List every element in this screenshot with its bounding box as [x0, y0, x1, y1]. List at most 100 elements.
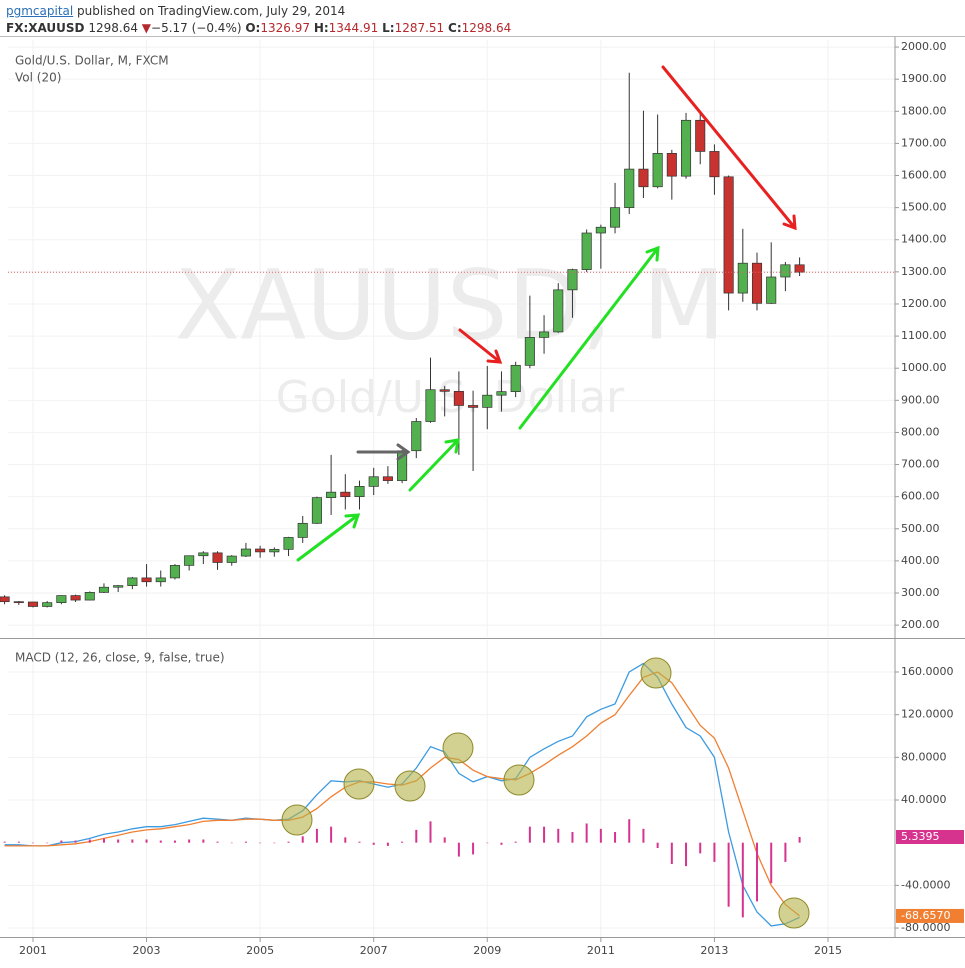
close-label: C:: [448, 21, 462, 35]
close: 1298.64: [461, 21, 512, 35]
y-tick-label: 40.0000: [901, 793, 947, 806]
candle-body: [425, 389, 436, 422]
histogram-bar: [145, 839, 148, 843]
y-tick-label: 1100.00: [901, 329, 947, 342]
candle-body: [311, 497, 322, 524]
candle-body: [198, 552, 209, 557]
high: 1344.91: [328, 21, 379, 35]
histogram-bar: [31, 842, 34, 844]
y-tick-label: 1300.00: [901, 265, 947, 278]
histogram-bar: [457, 842, 460, 857]
candle-body: [326, 491, 337, 498]
histogram-bar: [17, 841, 20, 843]
gray-arrow: [356, 443, 411, 461]
histogram-bar: [230, 842, 233, 844]
y-tick-label: 200.00: [901, 618, 940, 631]
x-tick-label: 2015: [814, 944, 842, 957]
candle-body: [737, 262, 748, 294]
candle-body: [496, 391, 507, 396]
histogram-bar: [117, 839, 120, 843]
publisher[interactable]: pgmcapital: [6, 4, 74, 18]
circles: [281, 657, 810, 929]
candle-body: [780, 264, 791, 278]
histogram-bar: [557, 828, 560, 843]
histogram-bar: [315, 828, 318, 843]
histogram-bar: [727, 842, 730, 907]
histogram-bar: [244, 841, 247, 843]
last-value-tag: [896, 908, 964, 923]
y-tick-label: 500.00: [901, 522, 940, 535]
histogram-bar: [770, 842, 773, 884]
histogram-bar: [358, 841, 361, 843]
candle-body: [340, 491, 351, 498]
published: published on TradingView.com, July 29, 2…: [77, 4, 346, 18]
x-tick-label: 2003: [133, 944, 161, 957]
candle-body: [297, 522, 308, 538]
red-arrows: [458, 65, 797, 364]
last: 1298.64: [88, 21, 138, 35]
arrow: ▼: [141, 21, 152, 35]
histogram-bar: [173, 840, 176, 843]
y-tick-label: -40.0000: [901, 878, 950, 891]
candle-body: [766, 276, 777, 304]
candle-body: [382, 476, 393, 481]
candle-body: [553, 289, 564, 333]
histogram-bar: [60, 840, 63, 843]
histogram-bar: [798, 836, 801, 843]
candle-body: [169, 565, 180, 579]
candle-body: [98, 586, 110, 593]
candle-body: [610, 207, 621, 228]
candle-body: [595, 226, 606, 234]
histogram-bar: [344, 837, 347, 843]
candle-body: [453, 390, 464, 406]
y-tick-label: 1600.00: [901, 169, 947, 182]
histogram-bar: [102, 838, 105, 843]
histogram-bar: [741, 842, 744, 918]
x-tick-label: 2011: [587, 944, 615, 957]
candle-body: [0, 596, 10, 603]
candle-body: [794, 264, 805, 273]
histogram-bar: [699, 842, 702, 854]
candle-body: [84, 592, 95, 601]
candle-body: [439, 389, 450, 392]
last-value-tag: [896, 829, 964, 844]
low-label: L:: [382, 21, 395, 35]
annotations: [281, 65, 810, 929]
candle-body: [141, 577, 152, 583]
histogram-bar: [628, 819, 631, 843]
histogram-bar: [216, 841, 219, 843]
candle-body: [13, 601, 24, 604]
histogram-bar: [3, 841, 6, 843]
low: 1287.51: [394, 21, 445, 35]
histogram-bar: [472, 842, 475, 855]
high-label: H:: [313, 21, 329, 35]
candle-body: [624, 168, 635, 208]
candle-body: [354, 486, 365, 498]
grid: [8, 40, 895, 937]
y-tick-label: 1700.00: [901, 136, 947, 149]
candle-body: [212, 552, 223, 563]
y-tick-label: 1000.00: [901, 361, 947, 374]
histogram-bar: [415, 829, 418, 843]
y-tick-label: 800.00: [901, 425, 940, 438]
candle-body: [751, 262, 763, 304]
y-tick-label: 600.00: [901, 490, 940, 503]
histogram-bar: [713, 842, 716, 862]
watermark: XAUUSD, M: [175, 249, 726, 361]
y-tick-label: 700.00: [901, 458, 940, 471]
histogram-bar: [202, 839, 205, 843]
candle-body: [368, 476, 379, 487]
histogram-bar: [386, 842, 389, 846]
candle-body: [269, 548, 280, 553]
candle-body: [411, 421, 422, 452]
symbol: FX:XAUUSD: [6, 21, 85, 35]
last-value-label: -68.6570: [901, 909, 950, 922]
histogram-bar: [74, 840, 77, 843]
last-value-label: 5.3395: [901, 830, 940, 843]
candle-body: [482, 394, 493, 408]
y-tick-label: 1900.00: [901, 72, 947, 85]
candle-body: [680, 119, 692, 177]
vol-label: Vol (20): [15, 71, 61, 85]
histogram-bar: [486, 842, 489, 844]
histogram-bar: [372, 842, 375, 845]
